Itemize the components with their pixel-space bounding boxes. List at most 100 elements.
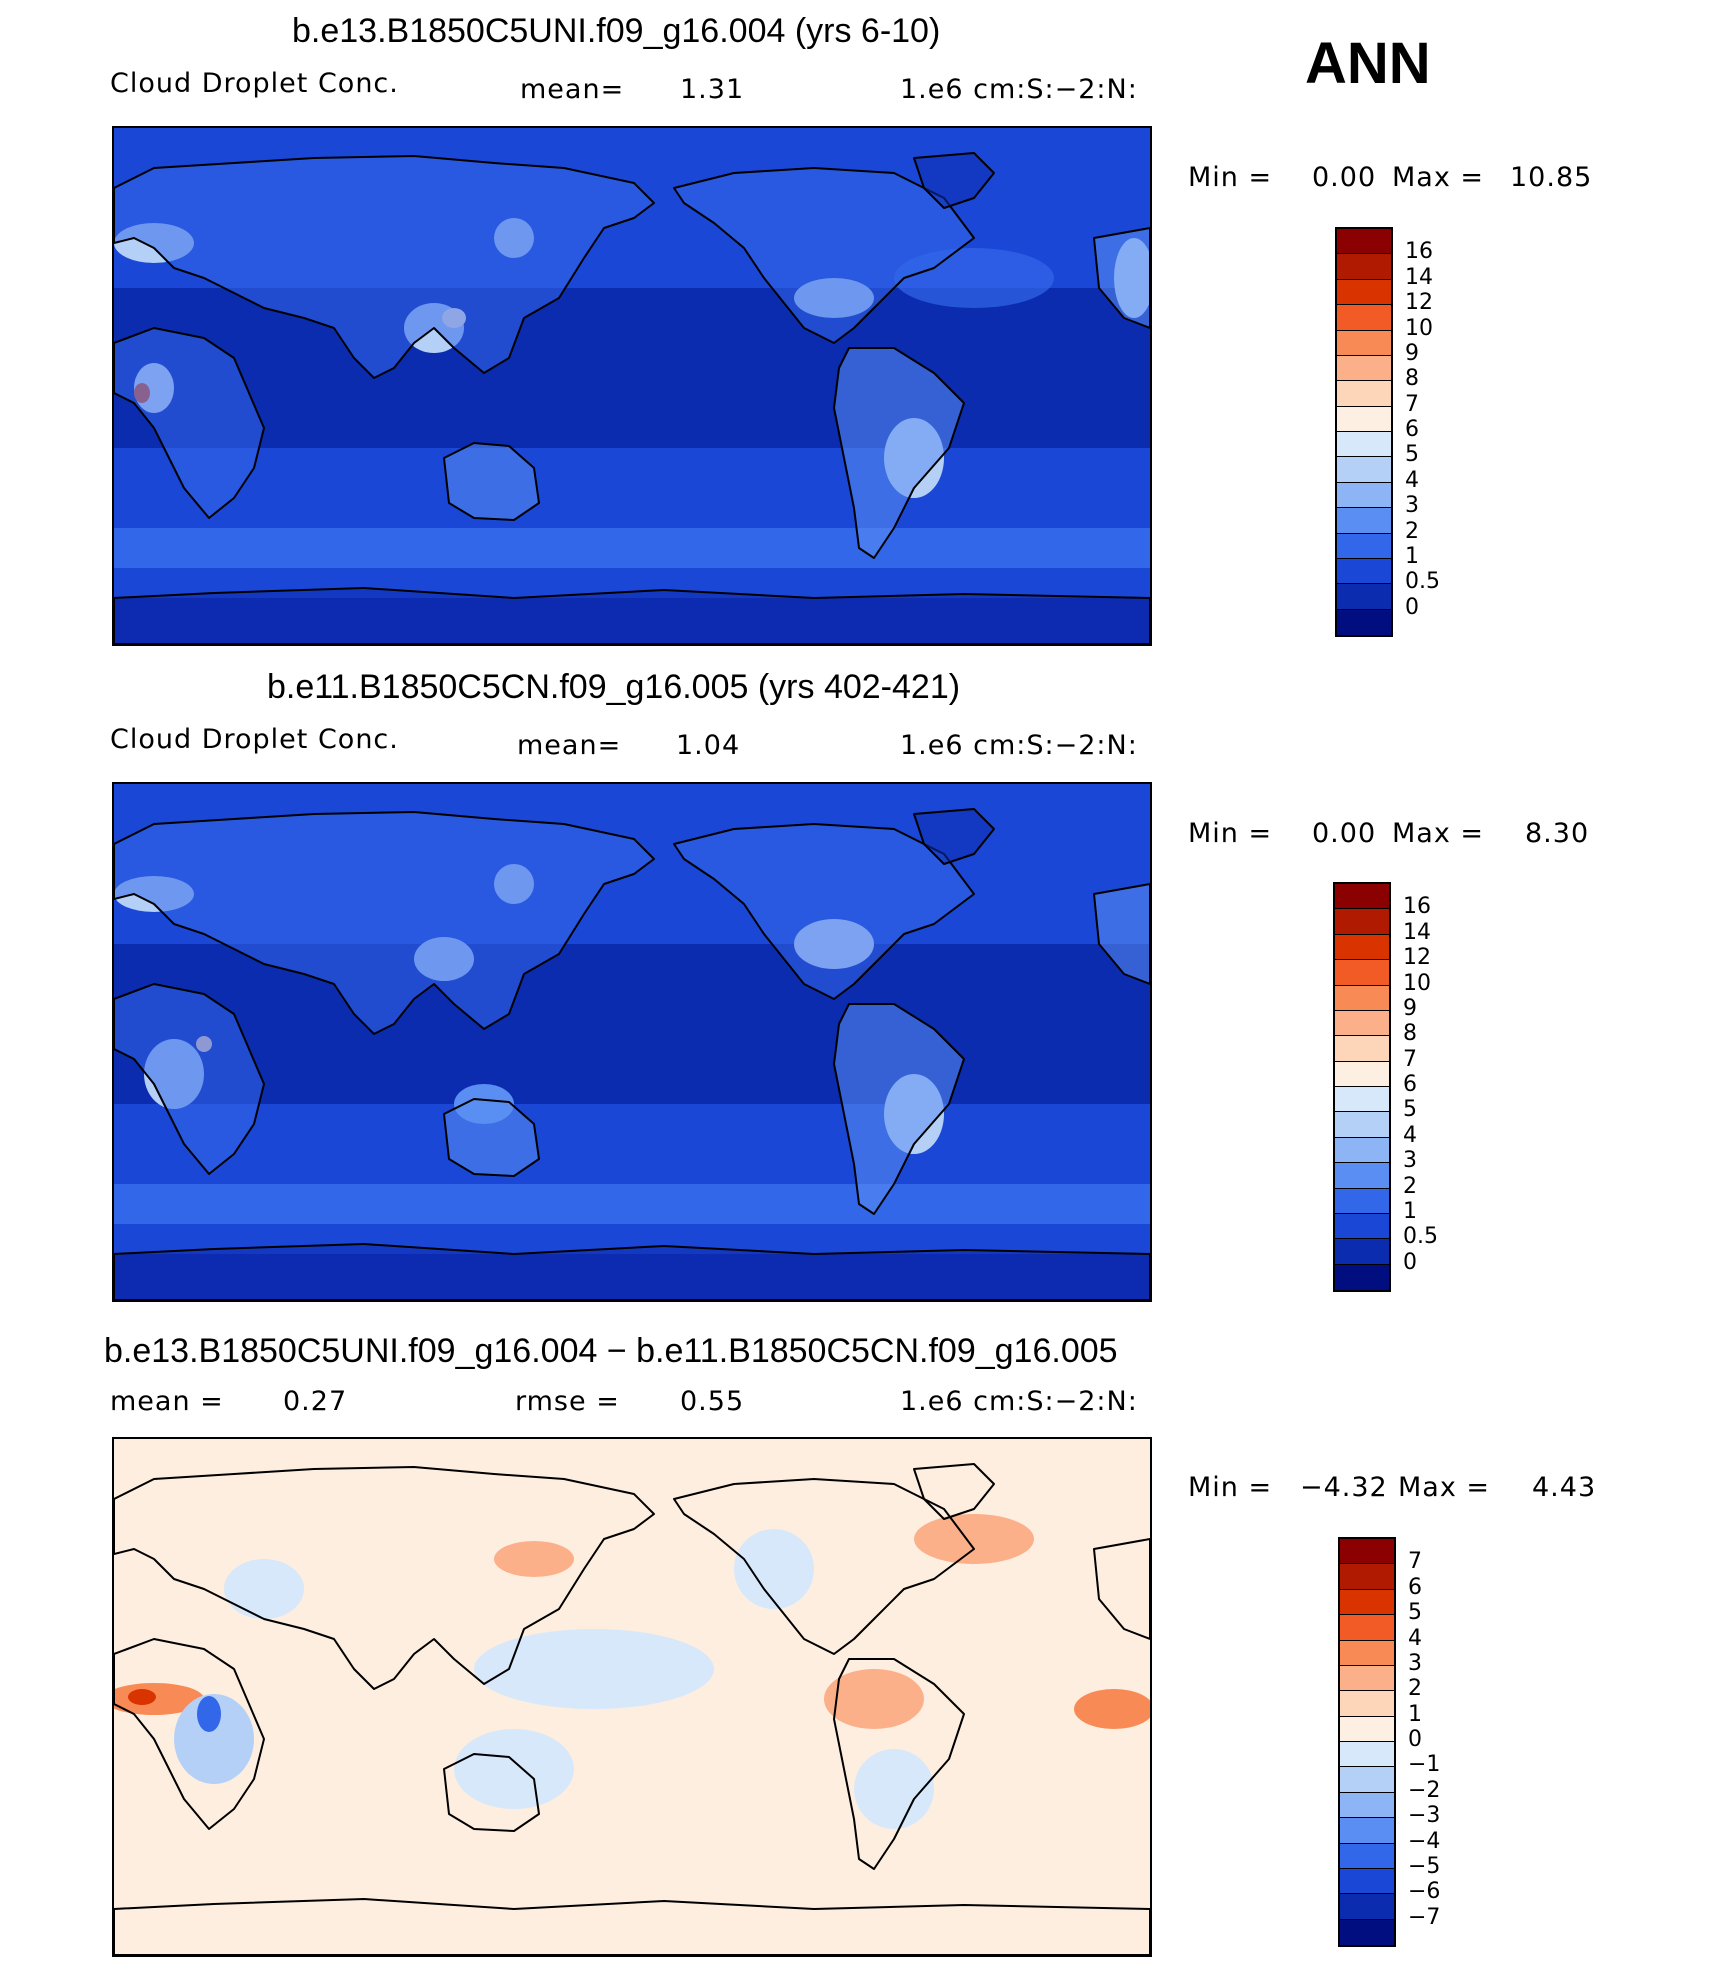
colorbar-swatch [1335, 1264, 1389, 1290]
colorbar-tick-label: 16 [1405, 239, 1433, 265]
panel-3-mean-value: 0.27 [283, 1386, 348, 1417]
coastline-africa [114, 983, 265, 1175]
colorbar-swatch [1335, 884, 1389, 910]
panel-1-mean-value: 1.31 [680, 74, 745, 105]
colorbar-swatch [1337, 432, 1391, 458]
colorbar-tick-label: 2 [1405, 518, 1419, 544]
panel-1-max-label: Max = [1392, 162, 1485, 193]
field-contour [454, 1729, 574, 1809]
panel-1-max-value: 10.85 [1510, 162, 1593, 193]
colorbar-tick-label: 4 [1408, 1625, 1422, 1651]
coastline-australia [443, 1098, 540, 1177]
panel-1-units: 1.e6 cm:S:−2:N: [900, 74, 1138, 105]
colorbar-swatch [1337, 508, 1391, 534]
coastline-namerica [673, 1478, 975, 1655]
panel-2-title: b.e11.B1850C5CN.f09_g16.005 (yrs 402-421… [267, 668, 961, 706]
coastline-europeW [1093, 1538, 1150, 1640]
colorbar-swatch [1335, 960, 1389, 986]
panel-3-rmse-label: rmse = [515, 1386, 620, 1417]
colorbar-swatch [1340, 1894, 1394, 1920]
colorbar-swatch [1340, 1767, 1394, 1793]
panel-3-colorbar [1338, 1537, 1396, 1947]
colorbar-swatch [1335, 1010, 1389, 1037]
coastline-australia [443, 1753, 540, 1832]
coastline-eurasia [114, 1466, 655, 1690]
panel-1-min-label: Min = [1188, 162, 1273, 193]
colorbar-tick-label: 12 [1405, 290, 1433, 316]
field-contour [128, 1689, 156, 1705]
coastline-greenland [913, 1463, 995, 1520]
coastline-namerica [673, 823, 975, 1000]
colorbar-swatch [1337, 229, 1391, 255]
colorbar-tick-label: 7 [1405, 391, 1419, 417]
panel-3-units: 1.e6 cm:S:−2:N: [900, 1386, 1138, 1417]
colorbar-tick-label: 5 [1403, 1097, 1417, 1123]
colorbar-tick-label: 10 [1403, 970, 1431, 996]
field-contour [854, 1749, 934, 1829]
colorbar-tick-label: 0.5 [1405, 569, 1440, 595]
map-canvas [114, 128, 1150, 644]
colorbar-tick-label: 7 [1403, 1046, 1417, 1072]
coastline-namerica [673, 167, 975, 344]
coastline-africa [114, 1638, 265, 1830]
colorbar-tick-label: −5 [1408, 1853, 1441, 1879]
colorbar-tick-label: 10 [1405, 315, 1433, 341]
colorbar-swatch [1335, 1188, 1389, 1214]
colorbar-swatch [1337, 482, 1391, 509]
panel-2-mean-value: 1.04 [676, 730, 741, 761]
colorbar-tick-label: −3 [1408, 1803, 1441, 1829]
colorbar-swatch [1340, 1564, 1394, 1590]
colorbar-tick-label: 0 [1405, 594, 1419, 620]
field-band [114, 288, 1150, 448]
colorbar-tick-label: 14 [1405, 264, 1433, 290]
coastline-africa [114, 327, 265, 519]
colorbar-swatch [1335, 1087, 1389, 1113]
colorbar-tick-label: 0 [1408, 1727, 1422, 1752]
colorbar-swatch [1335, 1213, 1389, 1240]
colorbar-tick-label: 14 [1403, 919, 1431, 945]
colorbar-tick-label: 12 [1403, 945, 1431, 971]
panel-2-mean-label: mean= [517, 730, 622, 761]
colorbar-tick-label: 9 [1403, 995, 1417, 1021]
colorbar-tick-label: 16 [1403, 894, 1431, 920]
panel-2-max-value: 8.30 [1525, 818, 1590, 849]
colorbar-tick-label: 4 [1405, 467, 1419, 493]
field-band [114, 1104, 1150, 1184]
field-contour [824, 1669, 924, 1729]
panel-3-mean-label: mean = [110, 1386, 224, 1417]
colorbar-tick-label: 3 [1403, 1148, 1417, 1174]
colorbar-swatch [1337, 279, 1391, 306]
colorbar-swatch [1340, 1868, 1394, 1895]
coastline-antarctica [114, 587, 1150, 644]
panel-1-colorbar [1335, 227, 1393, 637]
coastline-samerica [833, 1003, 965, 1215]
field-contour [224, 1559, 304, 1619]
colorbar-swatch [1340, 1818, 1394, 1844]
coastline-samerica [833, 1658, 965, 1870]
panel-3-max-value: 4.43 [1532, 1472, 1597, 1503]
colorbar-tick-label: 7 [1408, 1549, 1422, 1575]
colorbar-tick-label: 0.5 [1403, 1224, 1438, 1250]
colorbar-tick-label: 6 [1405, 417, 1419, 442]
colorbar-swatch [1335, 1239, 1389, 1265]
panel-3-max-label: Max = [1398, 1472, 1491, 1503]
panel-2-units: 1.e6 cm:S:−2:N: [900, 730, 1138, 761]
field-contour [1074, 1689, 1150, 1729]
colorbar-tick-label: −4 [1408, 1828, 1441, 1854]
panel-2-map [112, 782, 1152, 1302]
colorbar-swatch [1337, 355, 1391, 382]
coastline-australia [443, 442, 540, 521]
field-contour [474, 1629, 714, 1709]
map-canvas [114, 784, 1150, 1300]
colorbar-swatch [1340, 1919, 1394, 1945]
colorbar-swatch [1340, 1665, 1394, 1692]
colorbar-swatch [1340, 1792, 1394, 1819]
colorbar-swatch [1335, 1112, 1389, 1138]
panel-1-variable-label: Cloud Droplet Conc. [110, 68, 399, 99]
colorbar-swatch [1335, 985, 1389, 1011]
coastline-samerica [833, 347, 965, 559]
colorbar-swatch [1337, 584, 1391, 610]
panel-1-title: b.e13.B1850C5UNI.f09_g16.004 (yrs 6-10) [292, 12, 941, 50]
colorbar-swatch [1340, 1691, 1394, 1717]
colorbar-swatch [1337, 457, 1391, 483]
